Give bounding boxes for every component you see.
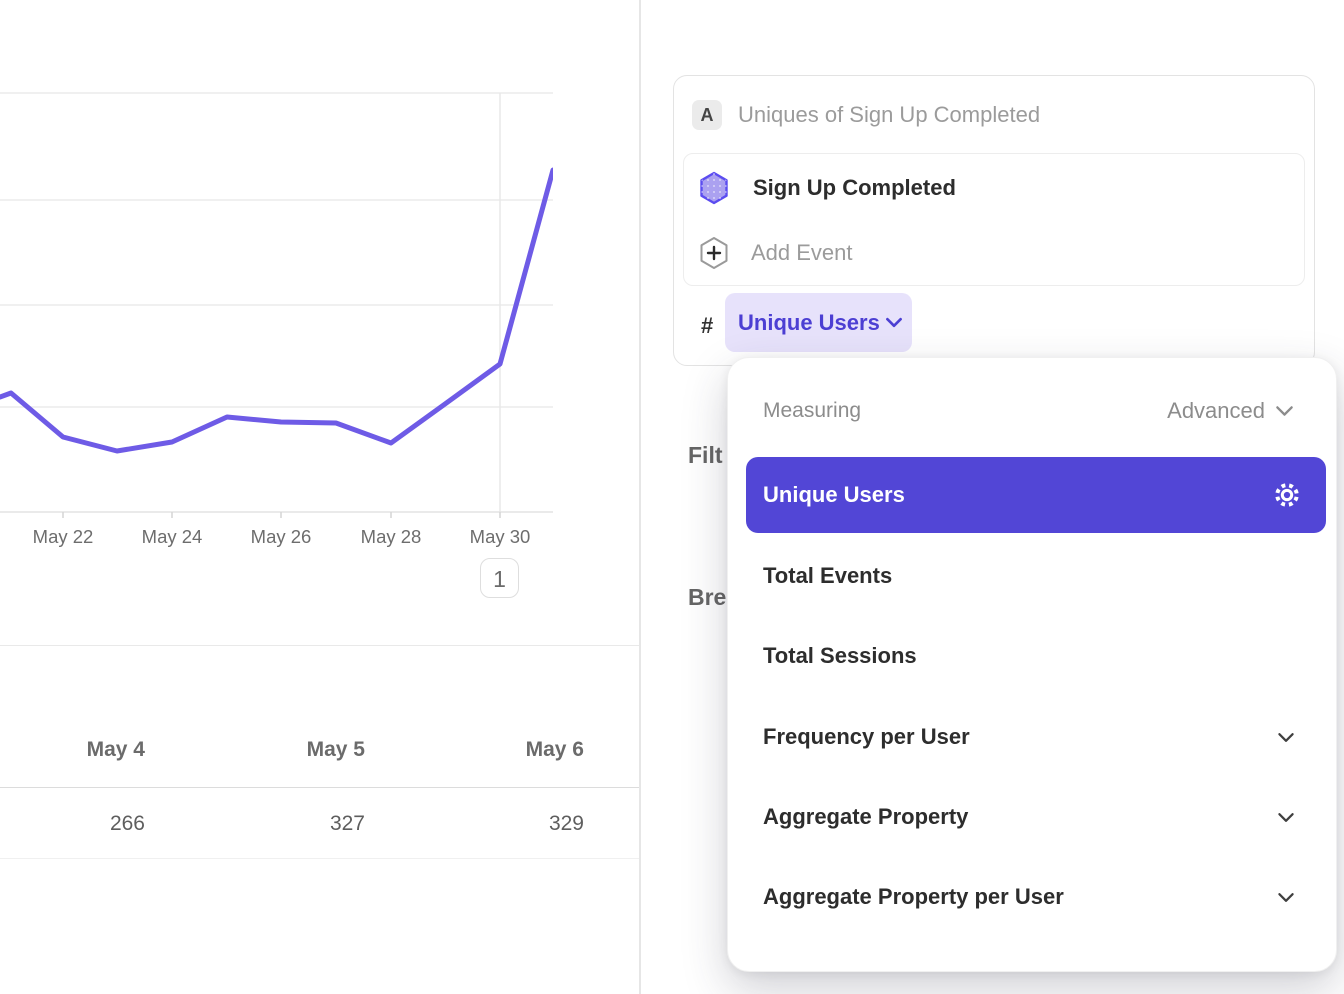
menu-item-frequency-per-user[interactable]: Frequency per User	[763, 722, 1316, 752]
add-event-button[interactable]: Add Event	[751, 240, 853, 265]
table-column-header: May 6	[525, 738, 584, 761]
chevron-down-icon	[886, 317, 902, 328]
series-title: Uniques of Sign Up Completed	[738, 102, 1041, 127]
filters-section-label: Filt	[688, 442, 723, 468]
menu-item-label: Total Sessions	[763, 643, 917, 668]
menu-item-label: Aggregate Property per User	[763, 884, 1064, 909]
menu-item-total-events[interactable]: Total Events	[763, 561, 1316, 591]
pagination-page-button[interactable]: 1	[480, 558, 519, 598]
add-event-hexagon-plus-icon[interactable]	[699, 236, 729, 270]
menu-item-label: Total Events	[763, 563, 893, 588]
panel-divider	[639, 0, 641, 994]
table-bottom-divider	[0, 858, 639, 859]
selected-item-label: Unique Users	[763, 482, 905, 507]
table-cell: 327	[329, 812, 365, 835]
gear-icon[interactable]	[1273, 481, 1301, 509]
measuring-mode-value: Advanced	[1167, 398, 1265, 423]
trend-chart-container: May 22 May 24 May 26 May 28 May 30	[0, 0, 556, 556]
chevron-down-icon	[1278, 732, 1294, 742]
svg-text:May 26: May 26	[251, 526, 312, 547]
chevron-down-icon	[1278, 812, 1294, 822]
metric-hash-prefix: #	[701, 313, 714, 338]
chevron-down-icon	[1278, 892, 1294, 902]
svg-text:May 30: May 30	[470, 526, 531, 547]
table-column-header: May 5	[306, 738, 365, 761]
menu-item-label: Frequency per User	[763, 724, 970, 749]
menu-item-unique-users-selected[interactable]: Unique Users	[746, 457, 1326, 533]
metric-selector-label: Unique Users	[738, 309, 880, 335]
chevron-down-icon	[1276, 406, 1293, 416]
measuring-mode-select[interactable]: Advanced	[1167, 398, 1294, 424]
svg-text:May 28: May 28	[361, 526, 422, 547]
menu-item-aggregate-property[interactable]: Aggregate Property	[763, 802, 1316, 832]
trend-chart: May 22 May 24 May 26 May 28 May 30	[0, 92, 556, 547]
measuring-header-label: Measuring	[763, 399, 862, 422]
measuring-menu-header: Measuring Advanced	[763, 397, 1313, 425]
table-cell: 266	[109, 812, 145, 835]
menu-item-aggregate-property-per-user[interactable]: Aggregate Property per User	[763, 882, 1316, 912]
event-row-sign-up-completed[interactable]: Sign Up Completed	[753, 175, 956, 200]
breakdowns-section-label: Bre	[688, 584, 727, 610]
series-letter-badge[interactable]: A	[692, 100, 722, 130]
table-header-divider	[0, 787, 639, 788]
event-hexagon-icon	[700, 171, 728, 205]
svg-text:May 24: May 24	[142, 526, 203, 547]
events-card	[683, 153, 1305, 286]
svg-text:May 22: May 22	[33, 526, 94, 547]
table-column-header: May 4	[86, 738, 145, 761]
menu-item-total-sessions[interactable]: Total Sessions	[763, 641, 1316, 671]
metric-selector-pill[interactable]: Unique Users	[725, 293, 912, 352]
menu-item-label: Aggregate Property	[763, 804, 969, 829]
table-top-divider	[0, 645, 639, 646]
table-cell: 329	[548, 812, 584, 835]
